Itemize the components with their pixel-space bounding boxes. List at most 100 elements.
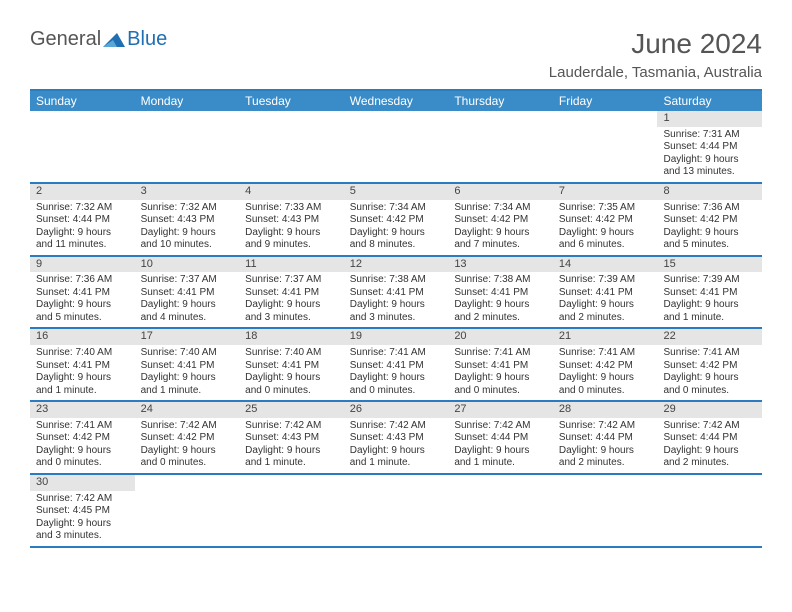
day-cell: 27Sunrise: 7:42 AMSunset: 4:44 PMDayligh… — [448, 402, 553, 473]
day-body: Sunrise: 7:35 AMSunset: 4:42 PMDaylight:… — [553, 200, 658, 255]
day-cell: 11Sunrise: 7:37 AMSunset: 4:41 PMDayligh… — [239, 257, 344, 328]
daylight-text: Daylight: 9 hours and 6 minutes. — [559, 227, 652, 252]
month-title: June 2024 — [549, 28, 762, 60]
day-number: 8 — [657, 184, 762, 200]
sunset-text: Sunset: 4:43 PM — [350, 432, 443, 445]
day-cell: 1Sunrise: 7:31 AMSunset: 4:44 PMDaylight… — [657, 111, 762, 182]
sunrise-text: Sunrise: 7:37 AM — [141, 274, 234, 287]
sunrise-text: Sunrise: 7:38 AM — [454, 274, 547, 287]
day-number: 27 — [448, 402, 553, 418]
sunrise-text: Sunrise: 7:41 AM — [454, 347, 547, 360]
day-cell: .. — [30, 111, 135, 182]
day-body: Sunrise: 7:42 AMSunset: 4:45 PMDaylight:… — [30, 491, 135, 546]
daylight-text: Daylight: 9 hours and 0 minutes. — [559, 372, 652, 397]
sunset-text: Sunset: 4:41 PM — [350, 360, 443, 373]
brand-text-blue: Blue — [127, 28, 167, 51]
daylight-text: Daylight: 9 hours and 3 minutes. — [245, 299, 338, 324]
day-body: Sunrise: 7:42 AMSunset: 4:44 PMDaylight:… — [657, 418, 762, 473]
day-cell: 2Sunrise: 7:32 AMSunset: 4:44 PMDaylight… — [30, 184, 135, 255]
sunrise-text: Sunrise: 7:42 AM — [36, 493, 129, 506]
daylight-text: Daylight: 9 hours and 0 minutes. — [663, 372, 756, 397]
sunrise-text: Sunrise: 7:34 AM — [350, 202, 443, 215]
day-body: Sunrise: 7:39 AMSunset: 4:41 PMDaylight:… — [657, 272, 762, 327]
daylight-text: Daylight: 9 hours and 10 minutes. — [141, 227, 234, 252]
sunrise-text: Sunrise: 7:32 AM — [141, 202, 234, 215]
sunset-text: Sunset: 4:41 PM — [141, 360, 234, 373]
daylight-text: Daylight: 9 hours and 5 minutes. — [663, 227, 756, 252]
day-cell: 7Sunrise: 7:35 AMSunset: 4:42 PMDaylight… — [553, 184, 658, 255]
week-row: 9Sunrise: 7:36 AMSunset: 4:41 PMDaylight… — [30, 257, 762, 330]
daylight-text: Daylight: 9 hours and 2 minutes. — [663, 445, 756, 470]
sunset-text: Sunset: 4:41 PM — [245, 360, 338, 373]
day-number: 18 — [239, 329, 344, 345]
sunrise-text: Sunrise: 7:39 AM — [663, 274, 756, 287]
sunset-text: Sunset: 4:41 PM — [663, 287, 756, 300]
day-body: Sunrise: 7:41 AMSunset: 4:41 PMDaylight:… — [344, 345, 449, 400]
daylight-text: Daylight: 9 hours and 1 minute. — [36, 372, 129, 397]
day-number: 6 — [448, 184, 553, 200]
day-number: 23 — [30, 402, 135, 418]
header: General Blue June 2024 Lauderdale, Tasma… — [30, 28, 762, 81]
sunrise-text: Sunrise: 7:41 AM — [350, 347, 443, 360]
day-cell: 19Sunrise: 7:41 AMSunset: 4:41 PMDayligh… — [344, 329, 449, 400]
sunrise-text: Sunrise: 7:35 AM — [559, 202, 652, 215]
day-cell: 16Sunrise: 7:40 AMSunset: 4:41 PMDayligh… — [30, 329, 135, 400]
day-body: Sunrise: 7:42 AMSunset: 4:42 PMDaylight:… — [135, 418, 240, 473]
day-cell: 18Sunrise: 7:40 AMSunset: 4:41 PMDayligh… — [239, 329, 344, 400]
day-cell: 3Sunrise: 7:32 AMSunset: 4:43 PMDaylight… — [135, 184, 240, 255]
day-body: Sunrise: 7:42 AMSunset: 4:44 PMDaylight:… — [553, 418, 658, 473]
sunset-text: Sunset: 4:41 PM — [36, 360, 129, 373]
day-header-cell: Monday — [135, 91, 240, 111]
daylight-text: Daylight: 9 hours and 0 minutes. — [454, 372, 547, 397]
daylight-text: Daylight: 9 hours and 13 minutes. — [663, 154, 756, 179]
sunrise-text: Sunrise: 7:41 AM — [559, 347, 652, 360]
day-body: Sunrise: 7:34 AMSunset: 4:42 PMDaylight:… — [448, 200, 553, 255]
daylight-text: Daylight: 9 hours and 1 minute. — [350, 445, 443, 470]
daylight-text: Daylight: 9 hours and 0 minutes. — [245, 372, 338, 397]
week-row: ............1Sunrise: 7:31 AMSunset: 4:4… — [30, 111, 762, 184]
day-number: 20 — [448, 329, 553, 345]
day-body: Sunrise: 7:42 AMSunset: 4:43 PMDaylight:… — [344, 418, 449, 473]
sunset-text: Sunset: 4:44 PM — [663, 432, 756, 445]
day-body: Sunrise: 7:40 AMSunset: 4:41 PMDaylight:… — [239, 345, 344, 400]
day-body: Sunrise: 7:41 AMSunset: 4:42 PMDaylight:… — [553, 345, 658, 400]
sunset-text: Sunset: 4:42 PM — [663, 214, 756, 227]
day-number: 26 — [344, 402, 449, 418]
sunset-text: Sunset: 4:43 PM — [245, 432, 338, 445]
sunrise-text: Sunrise: 7:38 AM — [350, 274, 443, 287]
day-number: 5 — [344, 184, 449, 200]
day-cell: .. — [553, 475, 658, 546]
day-body: Sunrise: 7:41 AMSunset: 4:42 PMDaylight:… — [657, 345, 762, 400]
week-row: 2Sunrise: 7:32 AMSunset: 4:44 PMDaylight… — [30, 184, 762, 257]
daylight-text: Daylight: 9 hours and 7 minutes. — [454, 227, 547, 252]
day-number: 30 — [30, 475, 135, 491]
sunset-text: Sunset: 4:42 PM — [141, 432, 234, 445]
sunrise-text: Sunrise: 7:31 AM — [663, 129, 756, 142]
sunset-text: Sunset: 4:42 PM — [559, 360, 652, 373]
sunrise-text: Sunrise: 7:40 AM — [141, 347, 234, 360]
daylight-text: Daylight: 9 hours and 5 minutes. — [36, 299, 129, 324]
title-block: June 2024 Lauderdale, Tasmania, Australi… — [549, 28, 762, 81]
sunset-text: Sunset: 4:41 PM — [559, 287, 652, 300]
sunset-text: Sunset: 4:41 PM — [245, 287, 338, 300]
sunset-text: Sunset: 4:42 PM — [663, 360, 756, 373]
sunrise-text: Sunrise: 7:42 AM — [454, 420, 547, 433]
day-cell: 15Sunrise: 7:39 AMSunset: 4:41 PMDayligh… — [657, 257, 762, 328]
day-cell: 5Sunrise: 7:34 AMSunset: 4:42 PMDaylight… — [344, 184, 449, 255]
daylight-text: Daylight: 9 hours and 0 minutes. — [141, 445, 234, 470]
sunset-text: Sunset: 4:41 PM — [36, 287, 129, 300]
day-header-cell: Tuesday — [239, 91, 344, 111]
day-cell: .. — [239, 475, 344, 546]
sunrise-text: Sunrise: 7:42 AM — [350, 420, 443, 433]
day-body: Sunrise: 7:36 AMSunset: 4:41 PMDaylight:… — [30, 272, 135, 327]
day-body: Sunrise: 7:38 AMSunset: 4:41 PMDaylight:… — [344, 272, 449, 327]
daylight-text: Daylight: 9 hours and 11 minutes. — [36, 227, 129, 252]
day-cell: 13Sunrise: 7:38 AMSunset: 4:41 PMDayligh… — [448, 257, 553, 328]
day-cell: 21Sunrise: 7:41 AMSunset: 4:42 PMDayligh… — [553, 329, 658, 400]
sunset-text: Sunset: 4:42 PM — [454, 214, 547, 227]
day-body: Sunrise: 7:34 AMSunset: 4:42 PMDaylight:… — [344, 200, 449, 255]
day-cell: 10Sunrise: 7:37 AMSunset: 4:41 PMDayligh… — [135, 257, 240, 328]
day-cell: 26Sunrise: 7:42 AMSunset: 4:43 PMDayligh… — [344, 402, 449, 473]
sunrise-text: Sunrise: 7:37 AM — [245, 274, 338, 287]
day-body: Sunrise: 7:41 AMSunset: 4:42 PMDaylight:… — [30, 418, 135, 473]
